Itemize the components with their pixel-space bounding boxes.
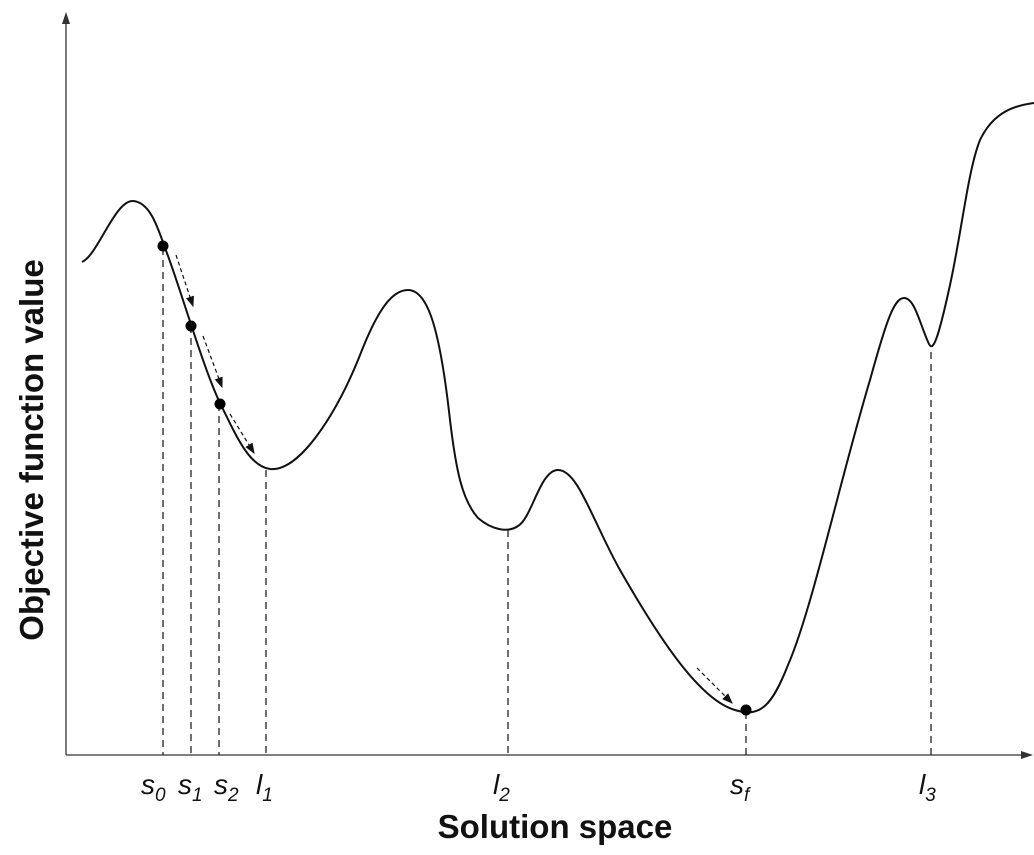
x-tick-labels: s0 s1 s2 l1 l2 sf l3 xyxy=(141,769,936,806)
label-l1: l1 xyxy=(256,769,273,806)
label-l3: l3 xyxy=(919,769,936,806)
y-axis-arrowhead xyxy=(62,12,70,24)
y-axis-title: Objective function value xyxy=(13,259,50,640)
label-s2: s2 xyxy=(214,769,239,806)
descent-arrows xyxy=(176,255,732,703)
x-axis-arrowhead xyxy=(1021,751,1033,759)
x-axis-title: Solution space xyxy=(438,808,673,845)
axes xyxy=(62,12,1033,759)
point-sf xyxy=(741,705,752,716)
arrow-s1-s2 xyxy=(203,336,222,387)
label-sf: sf xyxy=(730,769,751,806)
arrow-s0-s1 xyxy=(176,255,193,306)
label-l2: l2 xyxy=(493,769,510,806)
point-s2 xyxy=(215,399,226,410)
solution-points xyxy=(158,241,752,716)
point-s1 xyxy=(186,321,197,332)
point-s0 xyxy=(158,241,169,252)
label-s0: s0 xyxy=(141,769,166,806)
projection-lines xyxy=(163,248,931,755)
objective-curve xyxy=(82,103,1034,712)
label-s1: s1 xyxy=(178,769,203,806)
arrow-to-sf xyxy=(697,668,732,703)
